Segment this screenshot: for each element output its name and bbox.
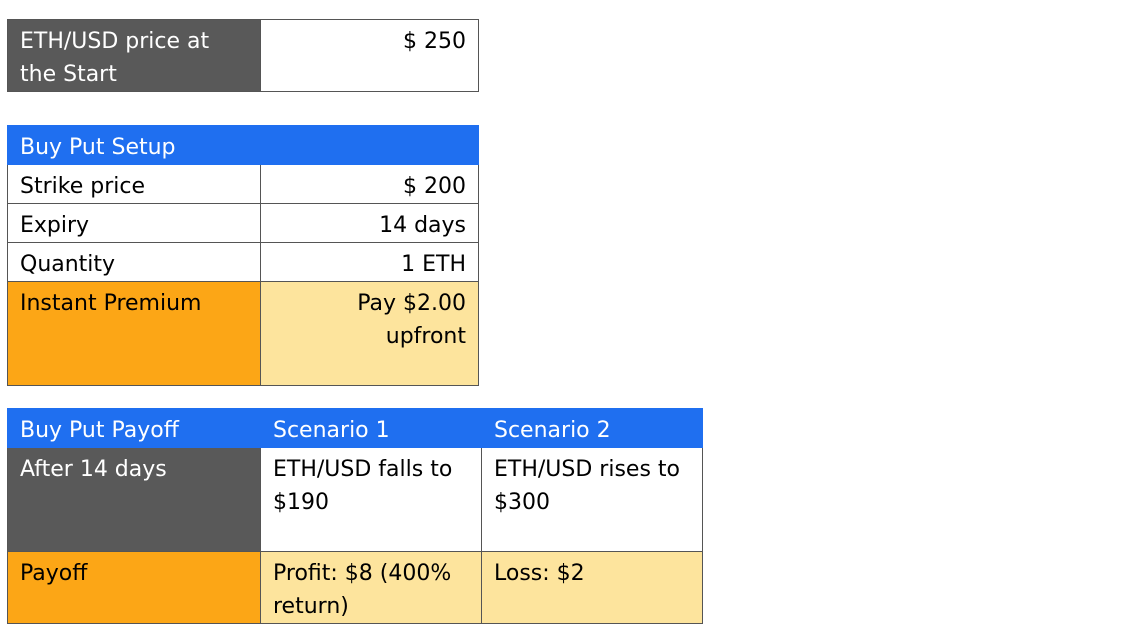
setup-header-empty (260, 125, 479, 165)
table-row: Expiry 14 days (7, 203, 479, 243)
premium-label: Instant Premium (7, 281, 261, 386)
scenario-1-payoff: Profit: $8 (400% return) (260, 551, 482, 624)
payoff-label: Payoff (7, 551, 261, 624)
scenario-2-payoff: Loss: $2 (481, 551, 703, 624)
expiry-label: Expiry (7, 203, 261, 243)
setup-header: Buy Put Setup (7, 125, 261, 165)
table-row: Payoff Profit: $8 (400% return) Loss: $2 (7, 551, 703, 624)
scenario-2-header: Scenario 2 (481, 408, 703, 448)
quantity-value: 1 ETH (260, 242, 479, 282)
quantity-label: Quantity (7, 242, 261, 282)
start-price-table: ETH/USD price at the Start $ 250 (7, 19, 479, 92)
premium-value: Pay $2.00 upfront (260, 281, 479, 386)
start-price-row: ETH/USD price at the Start $ 250 (7, 19, 479, 92)
table-row: Instant Premium Pay $2.00 upfront (7, 281, 479, 386)
strike-price-value: $ 200 (260, 164, 479, 204)
after-days-label: After 14 days (7, 447, 261, 552)
payoff-header: Buy Put Payoff (7, 408, 261, 448)
table-row: Quantity 1 ETH (7, 242, 479, 282)
setup-table: Buy Put Setup Strike price $ 200 Expiry … (7, 125, 479, 386)
payoff-header-row: Buy Put Payoff Scenario 1 Scenario 2 (7, 408, 703, 448)
scenario-1-header: Scenario 1 (260, 408, 482, 448)
expiry-value: 14 days (260, 203, 479, 243)
scenario-2-price: ETH/USD rises to $300 (481, 447, 703, 552)
table-row: After 14 days ETH/USD falls to $190 ETH/… (7, 447, 703, 552)
table-row: Strike price $ 200 (7, 164, 479, 204)
scenario-1-price: ETH/USD falls to $190 (260, 447, 482, 552)
start-price-value: $ 250 (260, 19, 479, 92)
payoff-table: Buy Put Payoff Scenario 1 Scenario 2 Aft… (7, 408, 703, 624)
strike-price-label: Strike price (7, 164, 261, 204)
setup-header-row: Buy Put Setup (7, 125, 479, 165)
start-price-label: ETH/USD price at the Start (7, 19, 261, 92)
